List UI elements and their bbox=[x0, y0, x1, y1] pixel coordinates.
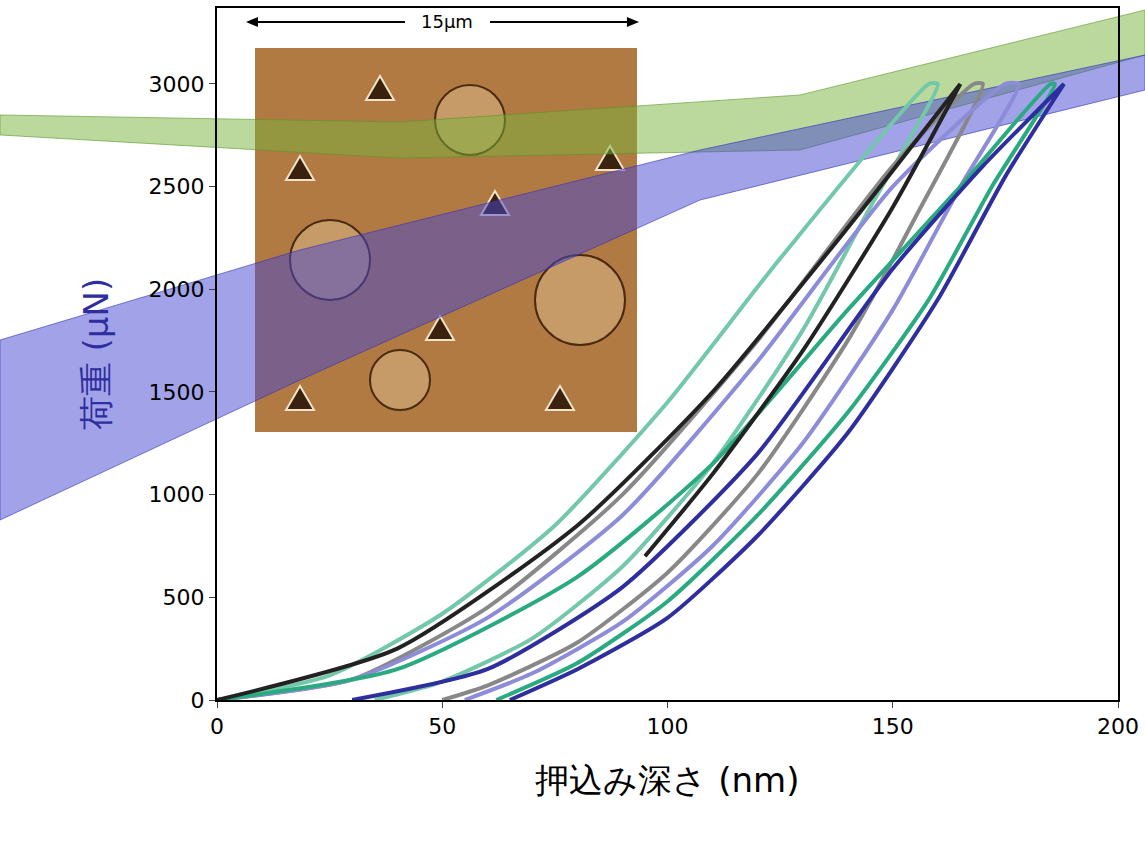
svg-text:100: 100 bbox=[647, 714, 689, 739]
svg-text:500: 500 bbox=[163, 585, 205, 610]
svg-text:50: 50 bbox=[428, 714, 456, 739]
svg-text:0: 0 bbox=[210, 714, 224, 739]
svg-text:2000: 2000 bbox=[149, 277, 205, 302]
svg-text:0: 0 bbox=[191, 688, 205, 713]
svg-text:1000: 1000 bbox=[149, 482, 205, 507]
svg-text:1500: 1500 bbox=[149, 380, 205, 405]
svg-text:押込み深さ (nm): 押込み深さ (nm) bbox=[535, 760, 799, 800]
svg-text:150: 150 bbox=[872, 714, 914, 739]
svg-text:200: 200 bbox=[1097, 714, 1139, 739]
svg-text:15μm: 15μm bbox=[421, 11, 473, 32]
svg-text:2500: 2500 bbox=[149, 174, 205, 199]
svg-text:3000: 3000 bbox=[149, 72, 205, 97]
svg-text:荷重 (μN): 荷重 (μN) bbox=[76, 278, 116, 430]
